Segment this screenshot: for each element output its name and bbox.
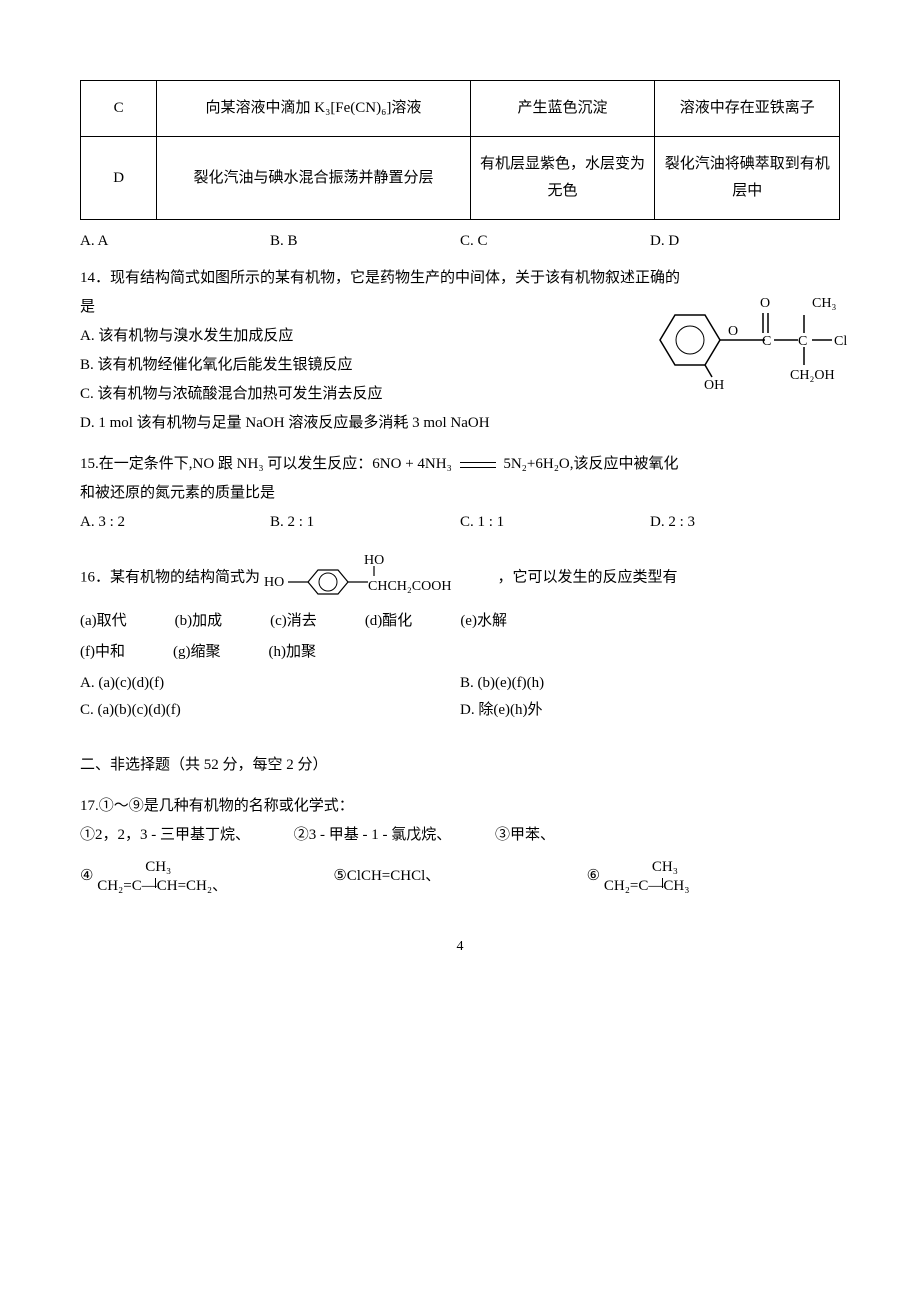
row-conclusion: 溶液中存在亚铁离子 [655, 81, 840, 137]
q17-i4-label: ④ [80, 868, 93, 884]
q16-stem-post: ，它可以发生的反应类型有 [498, 569, 678, 585]
q15-options: A. 3 : 2 B. 2 : 1 C. 1 : 1 D. 2 : 3 [80, 509, 840, 536]
row-label: D [81, 137, 157, 220]
q14-opt-d: D. 1 mol 该有机物与足量 NaOH 溶液反应最多消耗 3 mol NaO… [80, 410, 840, 437]
question-14: 14．现有结构简式如图所示的某有机物，它是药物生产的中间体，关于该有机物叙述正确… [80, 265, 840, 437]
type-g: (g)缩聚 [173, 639, 221, 666]
label-ch3: CH₃ [812, 296, 836, 311]
label-c2: C [798, 334, 807, 349]
q17-i1: ①2，2，3 - 三甲基丁烷、 [80, 827, 250, 843]
q15-opt-b: B. 2 : 1 [270, 509, 460, 536]
q16-opt-d: D. 除(e)(h)外 [460, 697, 840, 724]
label-ch2oh: CH₂OH [790, 368, 835, 383]
type-h: (h)加聚 [269, 639, 317, 666]
q17-row1: ①2，2，3 - 三甲基丁烷、 ②3 - 甲基 - 1 - 氯戊烷、 ③甲苯、 [80, 822, 840, 849]
section-2-header: 二、非选择题（共 52 分，每空 2 分） [80, 752, 840, 779]
option-d: D. D [650, 228, 840, 255]
row-phenomenon: 产生蓝色沉淀 [470, 81, 655, 137]
table-options: A. A B. B C. C D. D [80, 228, 840, 255]
row-conclusion: 裂化汽油将碘萃取到有机层中 [655, 137, 840, 220]
experiment-table: C 向某溶液中滴加 K₃[Fe(CN)₆]溶液 产生蓝色沉淀 溶液中存在亚铁离子… [80, 80, 840, 220]
label-o2: O [760, 296, 770, 311]
label-cl: Cl [834, 334, 847, 349]
type-d: (d)酯化 [365, 608, 413, 635]
q16-types-row1: (a)取代 (b)加成 (c)消去 (d)酯化 (e)水解 [80, 608, 840, 639]
question-17: 17.①～⑨是几种有机物的名称或化学式： ①2，2，3 - 三甲基丁烷、 ②3 … [80, 793, 840, 894]
q17-i6-top: CH₃ [604, 859, 690, 876]
label-oh: OH [704, 378, 724, 393]
q17-i6: ⑥ CH₃ CH₂=C—CH₃ [587, 859, 840, 894]
q17-i6-label: ⑥ [587, 868, 600, 884]
label-c: C [762, 334, 771, 349]
row-operation: 向某溶液中滴加 K₃[Fe(CN)₆]溶液 [157, 81, 470, 137]
q16-opts-row2: C. (a)(b)(c)(d)(f) D. 除(e)(h)外 [80, 697, 840, 724]
q16-structure-icon: HO HO CHCH₂COOH [264, 550, 494, 606]
label-ho1: HO [264, 575, 284, 590]
table-row: C 向某溶液中滴加 K₃[Fe(CN)₆]溶液 产生蓝色沉淀 溶液中存在亚铁离子 [81, 81, 840, 137]
q17-i3: ③甲苯、 [495, 827, 555, 843]
q15-stem-line2: 和被还原的氮元素的质量比是 [80, 480, 840, 507]
label-ho2: HO [364, 553, 384, 568]
option-a: A. A [80, 228, 270, 255]
q16-opt-c: C. (a)(b)(c)(d)(f) [80, 697, 460, 724]
type-a: (a)取代 [80, 608, 127, 635]
q15-stem-a: 15.在一定条件下,NO 跟 NH₃ 可以发生反应：6NO + 4NH₃ [80, 456, 452, 472]
type-e: (e)水解 [460, 608, 507, 635]
row-operation: 裂化汽油与碘水混合振荡并静置分层 [157, 137, 470, 220]
q17-i4-bot: CH₂=C—CH=CH₂、 [97, 878, 227, 895]
q17-i5: ⑤ClCH=CHCl、 [333, 863, 586, 890]
question-16: 16．某有机物的结构简式为 HO HO CHCH₂COOH ，它可以发生的反应类… [80, 550, 840, 724]
q16-opts-row1: A. (a)(c)(d)(f) B. (b)(e)(f)(h) [80, 670, 840, 697]
q16-opt-b: B. (b)(e)(f)(h) [460, 670, 840, 697]
row-phenomenon: 有机层显紫色，水层变为无色 [470, 137, 655, 220]
table-row: D 裂化汽油与碘水混合振荡并静置分层 有机层显紫色，水层变为无色 裂化汽油将碘萃… [81, 137, 840, 220]
q17-stem: 17.①～⑨是几种有机物的名称或化学式： [80, 793, 840, 820]
q15-stem-line1: 15.在一定条件下,NO 跟 NH₃ 可以发生反应：6NO + 4NH₃ 5N₂… [80, 451, 840, 478]
q15-opt-a: A. 3 : 2 [80, 509, 270, 536]
q17-i2: ②3 - 甲基 - 1 - 氯戊烷、 [294, 827, 452, 843]
q17-i4-top: CH₃ [97, 859, 227, 876]
label-chain: CHCH₂COOH [368, 579, 451, 594]
equals-line-icon [460, 462, 496, 468]
q17-i4: ④ CH₃ CH₂=C—CH=CH₂、 [80, 859, 333, 894]
option-b: B. B [270, 228, 460, 255]
option-c: C. C [460, 228, 650, 255]
q15-stem-b: 5N₂+6H₂O,该反应中被氧化 [503, 456, 678, 472]
q16-types-row2: (f)中和 (g)缩聚 (h)加聚 [80, 639, 840, 670]
q17-row2: ④ CH₃ CH₂=C—CH=CH₂、 ⑤ClCH=CHCl、 ⑥ CH₃ CH… [80, 859, 840, 894]
q17-i6-bot: CH₂=C—CH₃ [604, 878, 690, 895]
type-b: (b)加成 [175, 608, 223, 635]
type-f: (f)中和 [80, 639, 125, 666]
q14-structure-icon: OH O C O C CH₃ Cl CH₂OH [630, 285, 860, 395]
type-c: (c)消去 [270, 608, 317, 635]
row-label: C [81, 81, 157, 137]
question-15: 15.在一定条件下,NO 跟 NH₃ 可以发生反应：6NO + 4NH₃ 5N₂… [80, 451, 840, 536]
q15-opt-d: D. 2 : 3 [650, 509, 840, 536]
q15-opt-c: C. 1 : 1 [460, 509, 650, 536]
label-o: O [728, 324, 738, 339]
page-number: 4 [80, 934, 840, 959]
q16-opt-a: A. (a)(c)(d)(f) [80, 670, 460, 697]
q16-stem: 16．某有机物的结构简式为 HO HO CHCH₂COOH ，它可以发生的反应类… [80, 550, 840, 606]
q16-stem-pre: 16．某有机物的结构简式为 [80, 569, 260, 585]
